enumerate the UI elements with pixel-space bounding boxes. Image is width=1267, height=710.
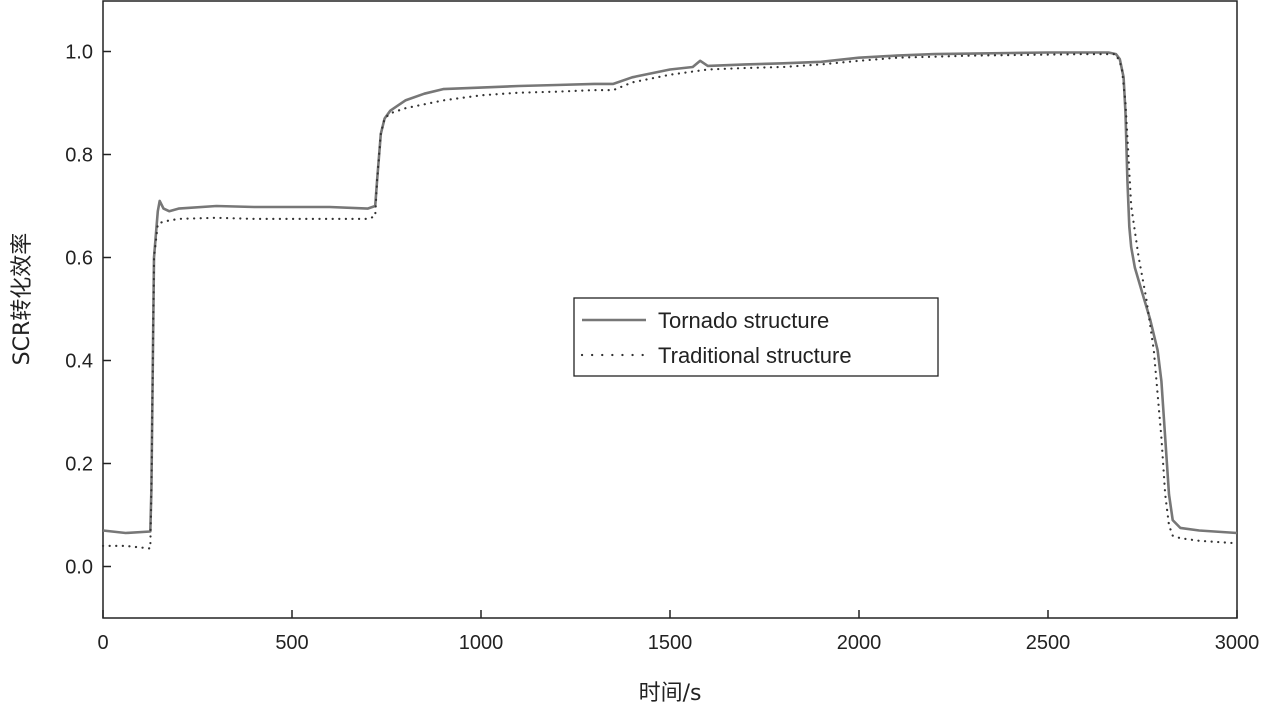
x-axis-title: 时间/s [639,681,702,706]
y-axis-title: SCR转化效率 [10,233,35,366]
x-tick-label: 0 [97,632,108,654]
series-layer [101,51,1239,550]
y-tick-label: 0.2 [65,454,93,476]
y-axis: 0.0 0.2 0.4 0.6 0.8 1.0 [65,42,111,579]
y-tick-label: 0.4 [65,351,93,373]
legend-box [573,297,939,377]
y-tick-label: 0.6 [65,248,93,270]
x-axis: 0 500 1000 1500 2000 2500 3000 [97,610,1259,654]
y-tick-label: 1.0 [65,42,93,64]
y-tick-label: 0.0 [65,557,93,579]
legend-label-traditional: Traditional structure [658,343,852,368]
x-tick-label: 2500 [1026,632,1071,654]
x-tick-label: 2000 [837,632,882,654]
tornado-series-line [102,51,1238,535]
legend-label-tornado: Tornado structure [658,308,829,333]
x-tick-label: 500 [275,632,308,654]
x-tick-label: 1000 [459,632,504,654]
x-tick-label: 3000 [1215,632,1260,654]
legend: Tornado structure Traditional structure [573,297,939,377]
x-tick-label: 1500 [648,632,693,654]
y-tick-label: 0.8 [65,145,93,167]
